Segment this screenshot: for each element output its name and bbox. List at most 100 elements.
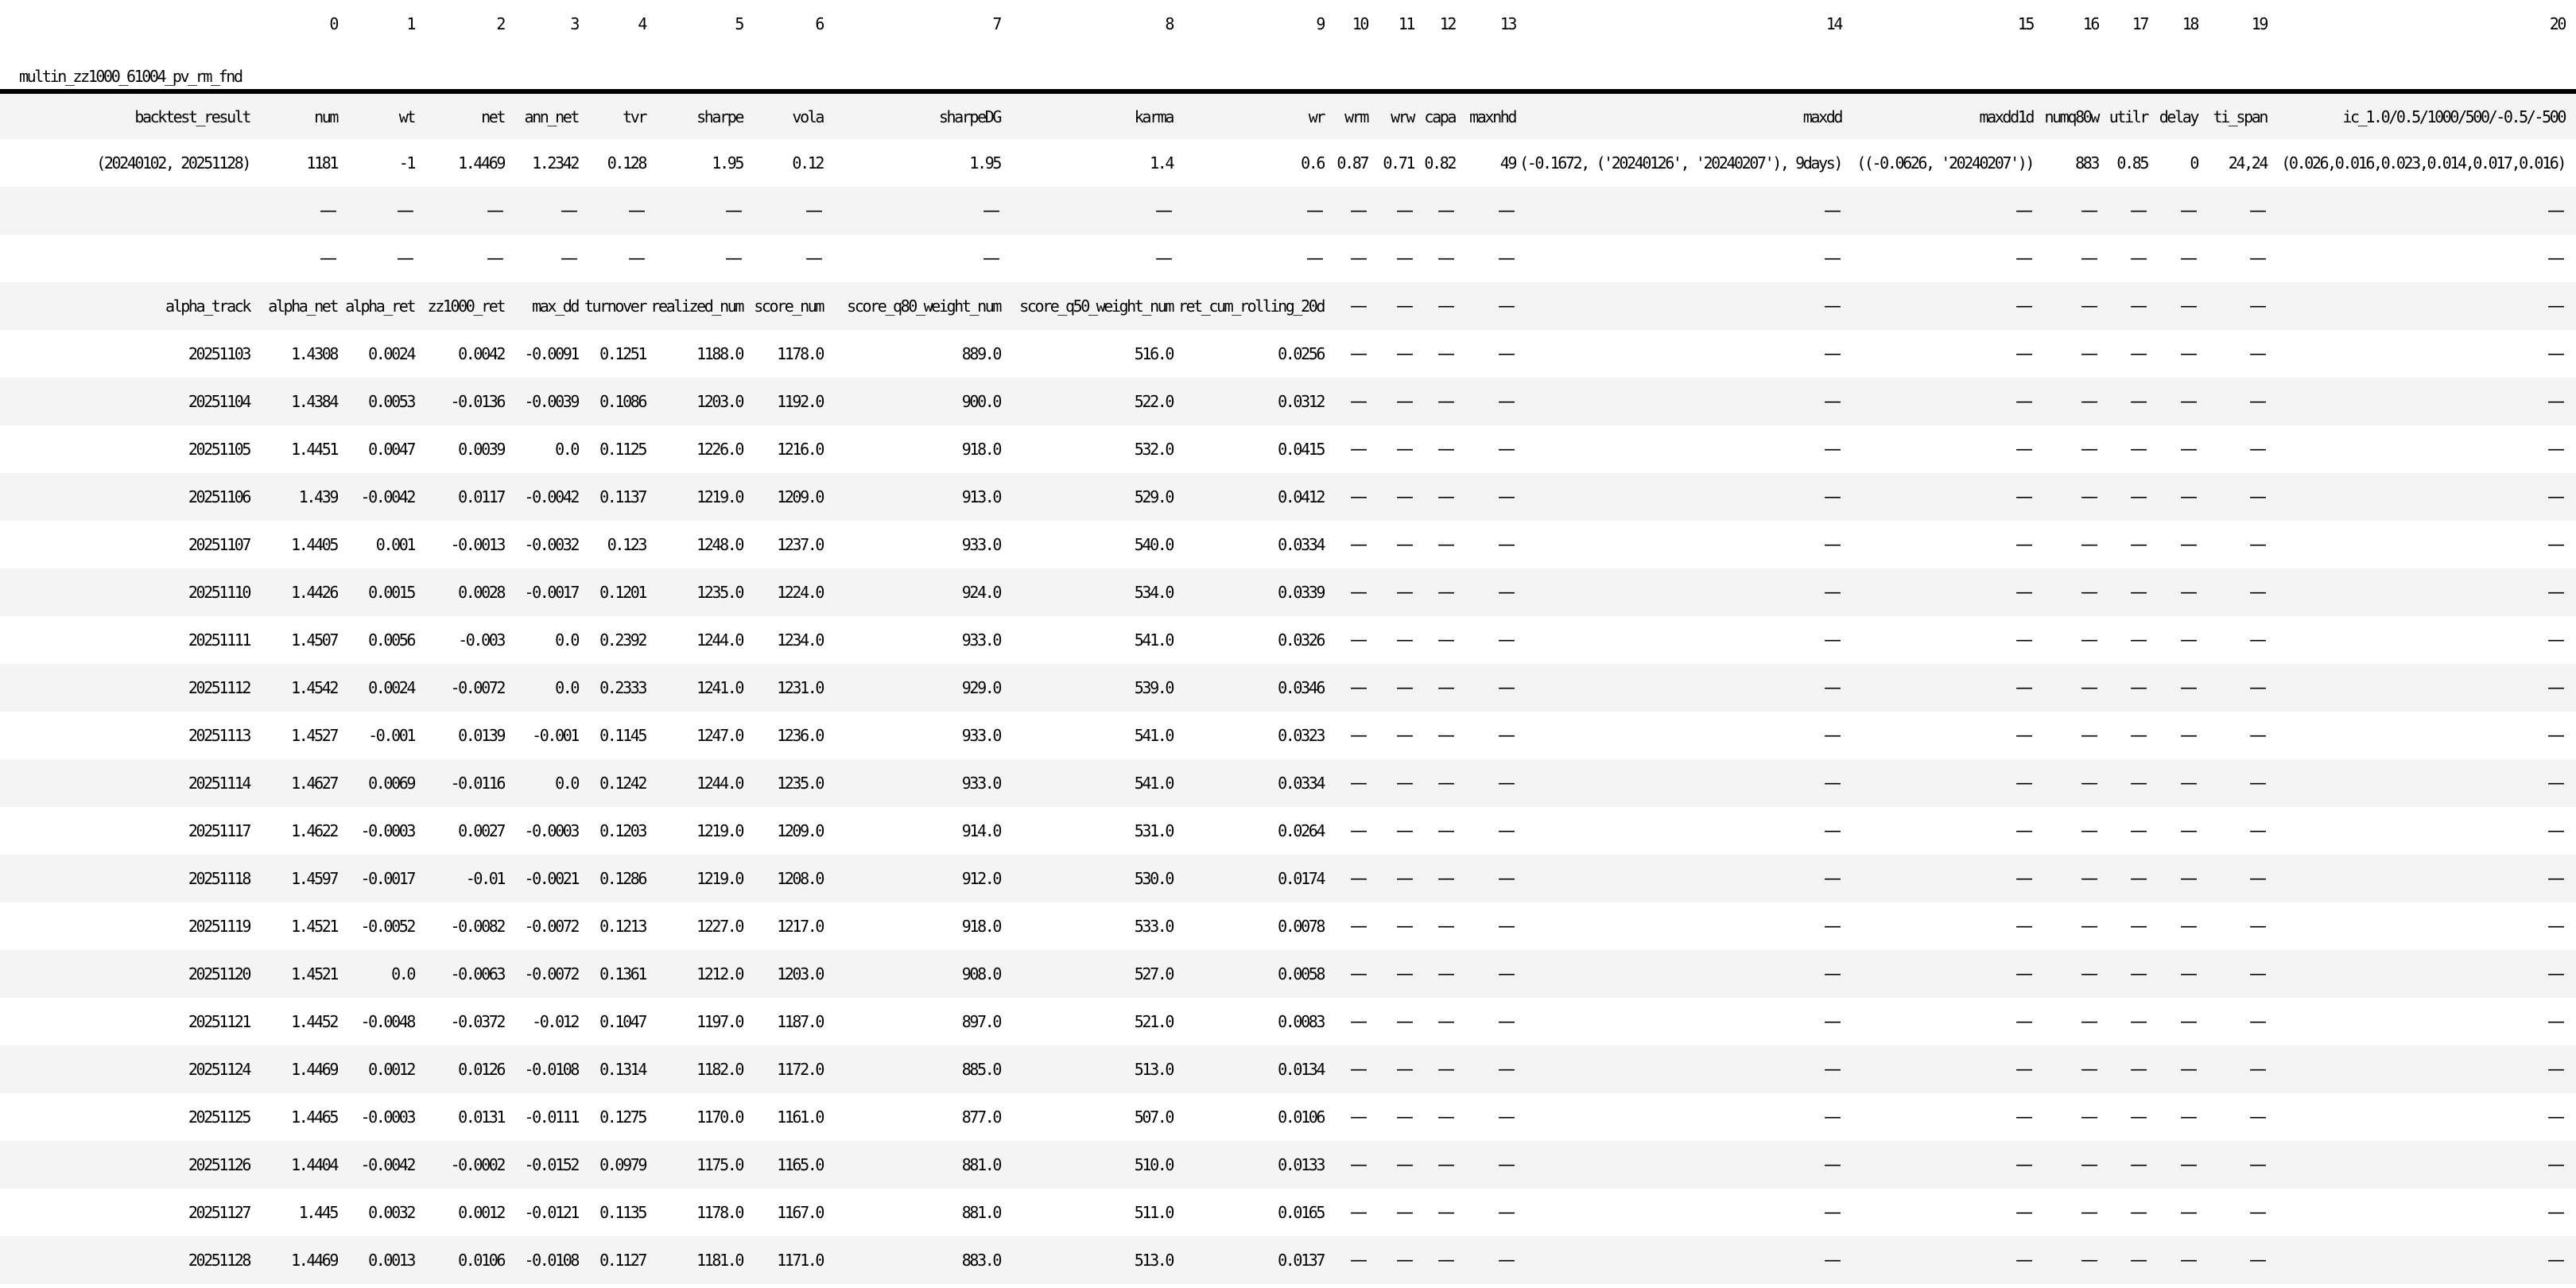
value-cell: 0.0027 [458, 821, 506, 840]
value-cell: — [1396, 868, 1414, 889]
value-cell: — [1396, 1154, 1414, 1175]
value-cell: 897.0 [961, 1012, 1003, 1031]
value-cell: — [1824, 916, 1841, 937]
page-title: multin_zz1000_61004_pv_rm_fnd [19, 67, 243, 86]
value-cell: numq80w [2033, 89, 2100, 139]
value-cell: 510.0 [1134, 1155, 1175, 1174]
value-cell: 933.0 [961, 774, 1003, 793]
value-cell: — [2081, 439, 2098, 460]
value-cell: (0.026,0.016,0.023,0.014,0.017,0.016) [2281, 153, 2566, 173]
value-cell: 924.0 [961, 583, 1003, 602]
value-cell: 532.0 [1134, 440, 1175, 459]
value-cell: — [1437, 200, 1455, 221]
value-cell: maxnhd [1455, 89, 1517, 139]
value-cell: 516.0 [1134, 344, 1175, 363]
value-cell: — [2547, 773, 2565, 793]
value-cell: realized_num [650, 297, 744, 316]
value-cell: num [250, 89, 339, 139]
value-cell: 0.0131 [458, 1108, 506, 1127]
value-cell: 10 [1352, 14, 1370, 33]
value-cell: — [487, 200, 504, 221]
value-cell: -0.0042 [524, 487, 580, 506]
value-cell: — [2015, 964, 2033, 984]
value-cell: 1.4384 [291, 392, 339, 411]
value-cell: — [1350, 296, 1368, 316]
value-cell: — [2249, 868, 2267, 889]
value-cell: turnover [584, 297, 648, 316]
value-cell: 0.0339 [1278, 583, 1325, 602]
value-cell: — [1437, 391, 1455, 412]
value-cell: -0.0072 [524, 964, 580, 983]
value-cell: — [1396, 534, 1414, 555]
value-cell: 0.0056 [368, 630, 416, 650]
value-cell: — [2180, 1202, 2198, 1223]
row-index-cell: 20251105 [188, 440, 252, 459]
value-cell: -0.0082 [450, 917, 506, 936]
value-cell: -0.0091 [524, 344, 580, 363]
value-cell: — [2015, 439, 2033, 460]
value-cell: — [2547, 200, 2565, 221]
value-cell: -0.0063 [450, 964, 506, 983]
value-cell: — [2015, 1202, 2033, 1223]
value-cell: 0.0133 [1278, 1155, 1325, 1174]
value-cell: — [1437, 1059, 1455, 1080]
value-cell: -0.0108 [524, 1060, 580, 1079]
value-cell: 1203.0 [696, 392, 744, 411]
spacer-row-2: — — — — — — — — — — — — — — — — — — — — — [0, 235, 2576, 282]
alpha-track-header-row: alpha_track alpha_net alpha_ret zz1000_ret m… [0, 282, 2576, 330]
value-cell: — [1350, 582, 1368, 603]
value-cell: — [320, 248, 337, 269]
value-cell: — [1824, 868, 1841, 889]
value-cell: 529.0 [1134, 487, 1175, 506]
value-cell: — [2249, 677, 2267, 698]
value-cell: — [2180, 1059, 2198, 1080]
value-cell: — [397, 200, 414, 221]
value-cell: — [1498, 964, 1515, 984]
value-cell: — [2180, 630, 2198, 650]
value-cell: — [2081, 1250, 2098, 1271]
value-cell: 0.0117 [458, 487, 506, 506]
value-cell: 1.4451 [291, 440, 339, 459]
value-cell: -0.0039 [524, 392, 580, 411]
value-cell: — [2015, 1107, 2033, 1127]
value-cell: 11 [1398, 14, 1416, 33]
date-row-20251121: 20251121 1.4452 -0.0048 -0.0372 -0.012 0.1047… [0, 998, 2576, 1046]
value-cell: — [2081, 582, 2098, 603]
value-cell: 1178.0 [777, 344, 824, 363]
value-cell: 15 [2017, 14, 2035, 33]
value-cell: — [1437, 1011, 1455, 1032]
value-cell: max_dd [532, 297, 580, 316]
value-cell: 0 [2190, 153, 2199, 173]
value-cell: zz1000_ret [427, 297, 506, 316]
value-cell: 1.439 [298, 487, 339, 506]
value-cell: — [1437, 677, 1455, 698]
value-cell: 1217.0 [777, 917, 824, 936]
backtest-summary-row: (20240102, 20251128) 1181 -1 1.4469 1.2342 0.… [0, 139, 2576, 187]
value-cell: — [2180, 1250, 2198, 1271]
value-cell: 1 [406, 14, 416, 33]
value-cell: 1224.0 [777, 583, 824, 602]
value-cell: 889.0 [961, 344, 1003, 363]
value-cell: — [2249, 725, 2267, 746]
row-index-cell: 20251124 [188, 1060, 252, 1079]
value-cell: 1167.0 [777, 1203, 824, 1222]
value-cell: 1235.0 [777, 774, 824, 793]
value-cell: 1.4627 [291, 774, 339, 793]
value-cell: 881.0 [961, 1155, 1003, 1174]
value-cell: wt [337, 89, 416, 139]
value-cell: — [2015, 725, 2033, 746]
row-index-cell: 20251111 [188, 630, 252, 650]
value-cell: — [1824, 773, 1841, 793]
value-cell: — [1498, 439, 1515, 460]
value-cell: — [1824, 391, 1841, 412]
value-cell: -0.001 [532, 726, 580, 745]
value-cell: 1236.0 [777, 726, 824, 745]
value-cell: 1.4308 [291, 344, 339, 363]
value-cell: 8 [1165, 14, 1174, 33]
value-cell: sharpe [646, 89, 744, 139]
value-cell: — [2015, 200, 2033, 221]
value-cell: — [2547, 1107, 2565, 1127]
value-cell: — [1350, 200, 1368, 221]
value-cell: — [2547, 1011, 2565, 1032]
